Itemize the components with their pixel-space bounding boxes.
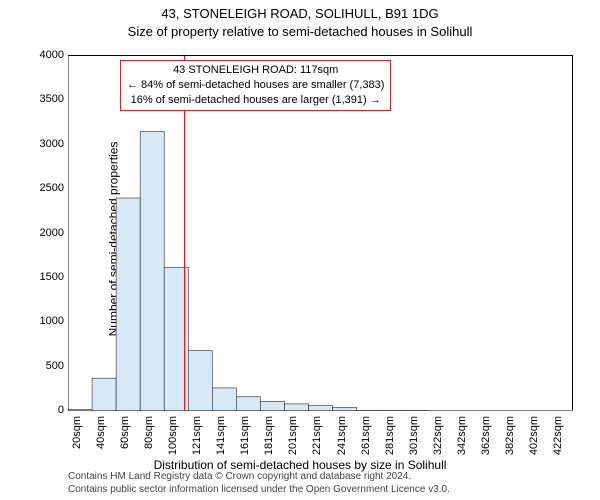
- chart-container: 43, STONELEIGH ROAD, SOLIHULL, B91 1DG S…: [0, 0, 600, 500]
- y-tick-label: 4000: [9, 49, 64, 61]
- y-tick-label: 0: [9, 404, 64, 416]
- chart-subtitle: Size of property relative to semi-detach…: [0, 24, 600, 39]
- footer-line-1: Contains HM Land Registry data © Crown c…: [68, 471, 411, 482]
- y-tick-label: 1000: [9, 315, 64, 327]
- y-tick-label: 2500: [9, 182, 64, 194]
- footer-attribution: Contains HM Land Registry data © Crown c…: [68, 471, 450, 496]
- y-ticks: 05001000150020002500300035004000: [8, 55, 64, 410]
- y-tick-label: 2000: [9, 227, 64, 239]
- y-tick-label: 500: [9, 360, 64, 372]
- y-tick-label: 3000: [9, 138, 64, 150]
- callout-box: 43 STONELEIGH ROAD: 117sqm← 84% of semi-…: [120, 60, 391, 111]
- callout-line: 43 STONELEIGH ROAD: 117sqm: [127, 63, 384, 78]
- x-axis-label: Distribution of semi-detached houses by …: [0, 458, 600, 472]
- footer-line-2: Contains public sector information licen…: [68, 484, 450, 495]
- callout-line: 16% of semi-detached houses are larger (…: [127, 93, 384, 108]
- y-tick-label: 1500: [9, 271, 64, 283]
- chart-title: 43, STONELEIGH ROAD, SOLIHULL, B91 1DG: [0, 6, 600, 21]
- y-tick-label: 3500: [9, 93, 64, 105]
- callout-line: ← 84% of semi-detached houses are smalle…: [127, 78, 384, 93]
